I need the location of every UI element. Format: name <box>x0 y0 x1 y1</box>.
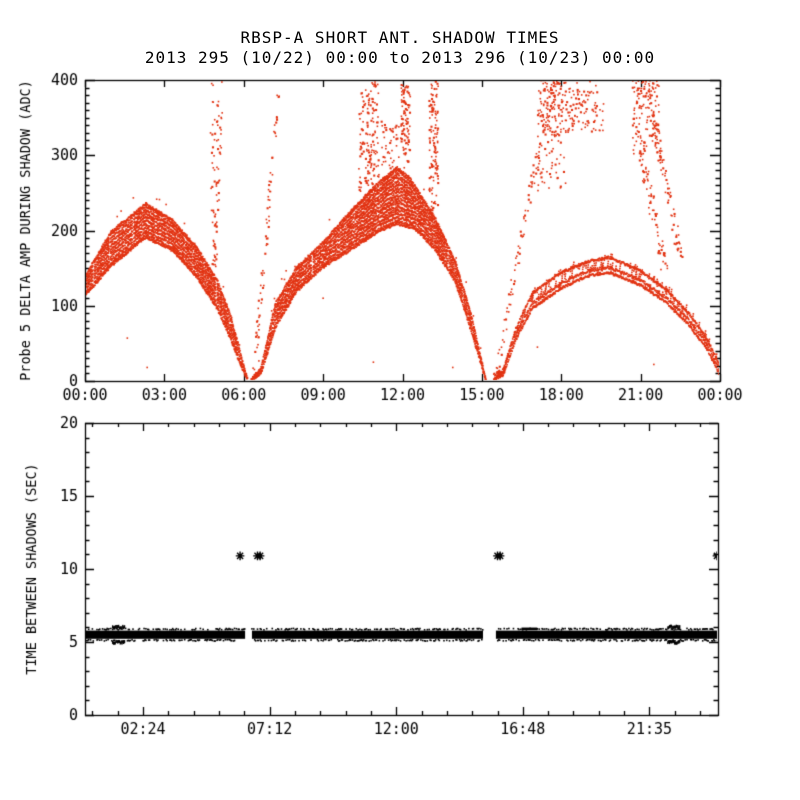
chart-title: RBSP-A SHORT ANT. SHADOW TIMES <box>240 28 560 47</box>
chart-subtitle: 2013 295 (10/22) 00:00 to 2013 296 (10/2… <box>144 48 656 67</box>
